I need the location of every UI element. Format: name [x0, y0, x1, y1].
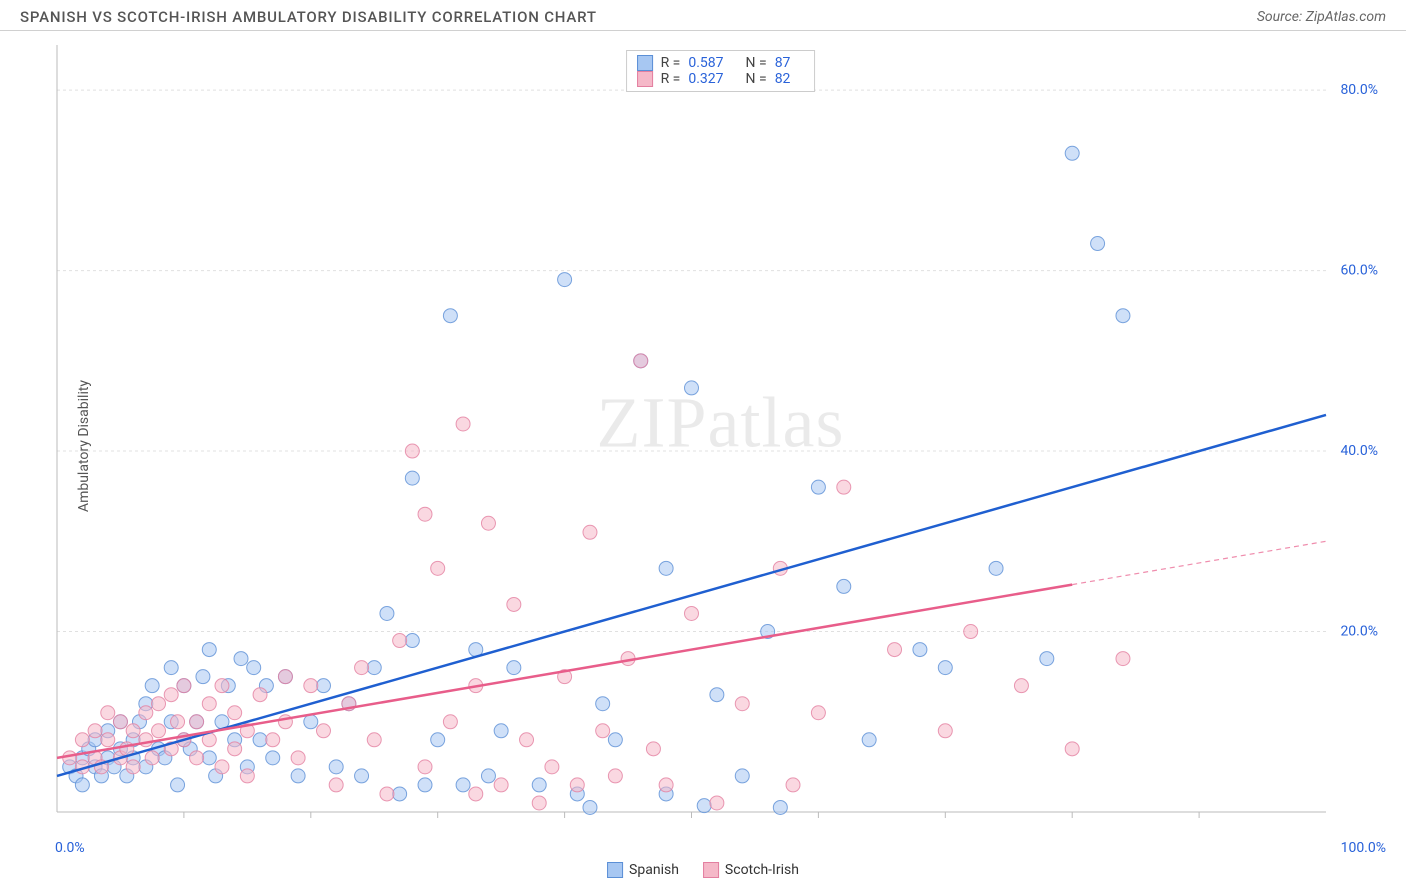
chart-source: Source: ZipAtlas.com	[1257, 9, 1386, 25]
swatch-spanish	[637, 55, 653, 71]
swatch-scotch-irish	[703, 862, 719, 878]
legend-item-spanish: Spanish	[607, 862, 679, 878]
n-label: N =	[746, 71, 767, 87]
chart-area: 20.0% 40.0% 60.0% 80.0% R = 0.587 N = 87 R …	[55, 45, 1386, 832]
r-value-spanish: 0.587	[688, 55, 723, 71]
n-value-spanish: 87	[775, 55, 791, 71]
stats-legend-row-spanish: R = 0.587 N = 87	[637, 55, 805, 71]
svg-text:20.0%: 20.0%	[1340, 624, 1378, 640]
scatter-plot-svg: 20.0% 40.0% 60.0% 80.0%	[55, 45, 1386, 832]
chart-title: SPANISH VS SCOTCH-IRISH AMBULATORY DISAB…	[20, 8, 597, 26]
svg-text:60.0%: 60.0%	[1340, 263, 1378, 279]
swatch-scotch-irish	[637, 71, 653, 87]
legend-label-scotch-irish: Scotch-Irish	[725, 862, 799, 878]
stats-legend-box: R = 0.587 N = 87 R = 0.327 N = 82	[626, 50, 816, 92]
r-label: R =	[661, 71, 681, 87]
bottom-legend: Spanish Scotch-Irish	[607, 862, 799, 878]
svg-text:80.0%: 80.0%	[1340, 82, 1378, 98]
r-label: R =	[661, 55, 681, 71]
swatch-spanish	[607, 862, 623, 878]
legend-label-spanish: Spanish	[629, 862, 679, 878]
r-value-scotch-irish: 0.327	[688, 71, 723, 87]
x-axis-max-label: 100.0%	[1341, 840, 1386, 856]
chart-header: SPANISH VS SCOTCH-IRISH AMBULATORY DISAB…	[0, 0, 1406, 31]
n-label: N =	[746, 55, 767, 71]
n-value-scotch-irish: 82	[775, 71, 791, 87]
svg-text:40.0%: 40.0%	[1340, 443, 1378, 459]
x-axis-min-label: 0.0%	[55, 840, 85, 856]
stats-legend-row-scotch-irish: R = 0.327 N = 82	[637, 71, 805, 87]
legend-item-scotch-irish: Scotch-Irish	[703, 862, 799, 878]
